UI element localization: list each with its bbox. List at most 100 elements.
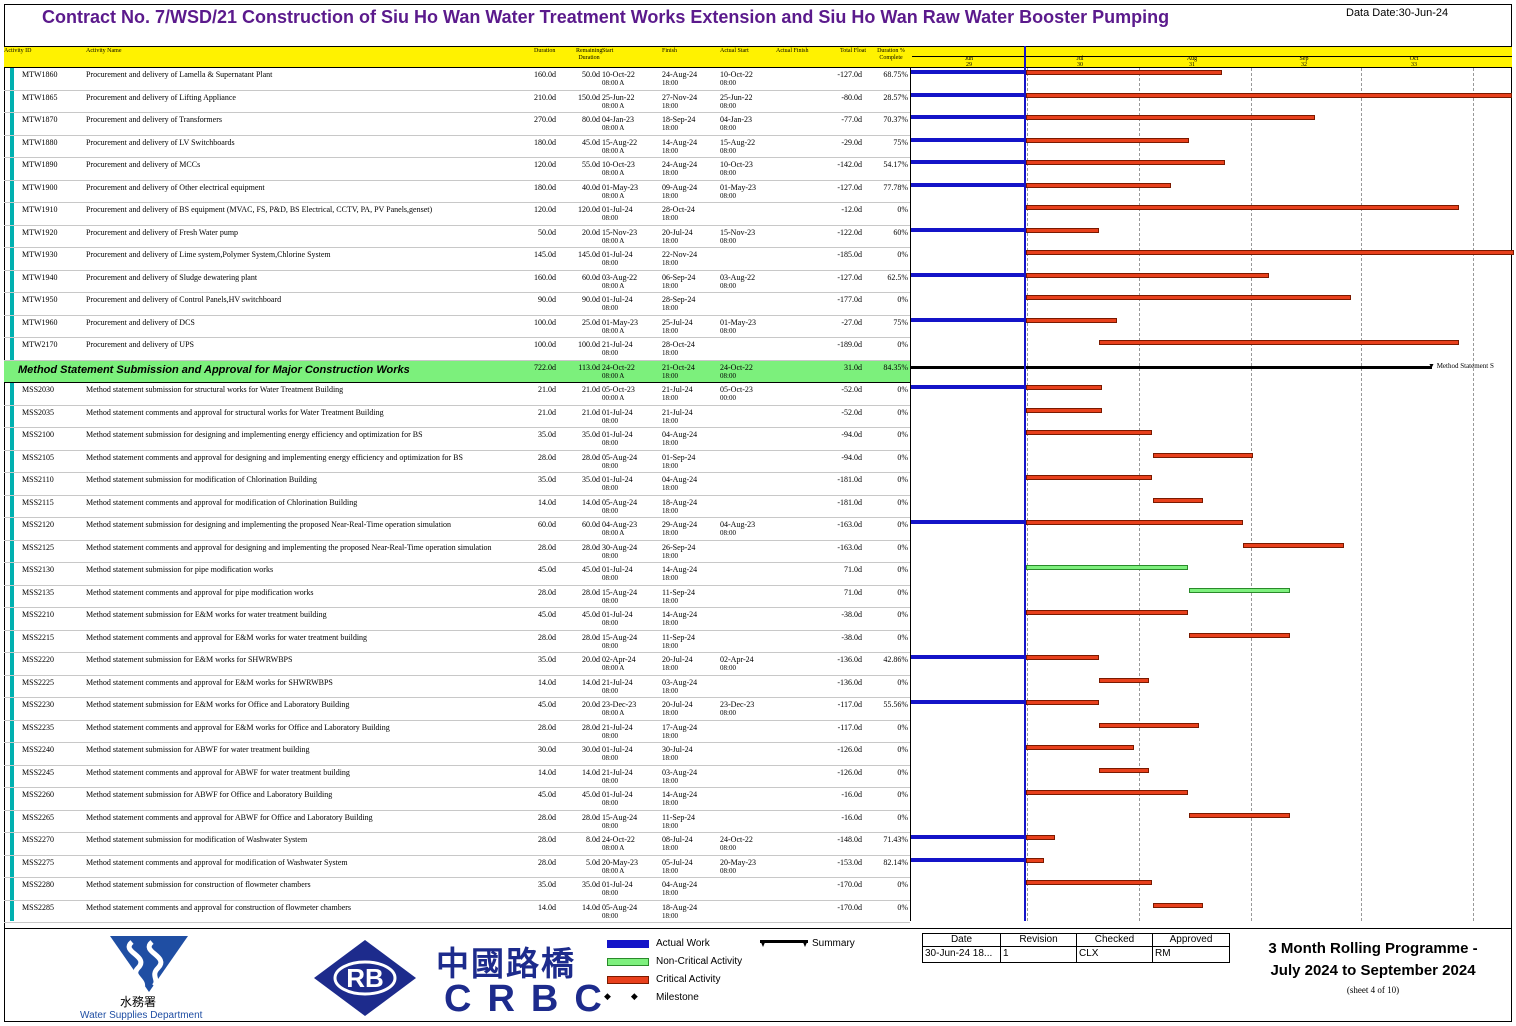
header-actual-start[interactable]: Actual Start <box>720 48 749 54</box>
table-row[interactable]: MSS2115 Method statement comments and app… <box>4 496 910 518</box>
table-row[interactable]: MSS2230 Method statement submission for E… <box>4 698 910 721</box>
gantt-critical-bar[interactable] <box>1026 250 1514 255</box>
gantt-critical-bar[interactable] <box>1026 520 1244 525</box>
table-row[interactable]: MSS2035 Method statement comments and app… <box>4 406 910 428</box>
table-row[interactable]: MSS2260 Method statement submission for A… <box>4 788 910 811</box>
gantt-actual-bar[interactable] <box>911 115 1025 119</box>
gantt-critical-bar[interactable] <box>1098 677 1149 683</box>
table-row[interactable]: MSS2130 Method statement submission for p… <box>4 563 910 586</box>
gantt-actual-bar[interactable] <box>911 857 1025 862</box>
gantt-critical-bar[interactable] <box>1152 452 1254 458</box>
table-row[interactable]: MTW1960 Procurement and delivery of DCS 10… <box>4 316 910 338</box>
header-activity-id[interactable]: Activity ID <box>4 48 32 54</box>
gantt-critical-bar[interactable] <box>1026 475 1153 480</box>
header-remaining[interactable]: Remaining Duration <box>576 48 603 61</box>
gantt-actual-bar[interactable] <box>911 70 1025 74</box>
gantt-actual-bar[interactable] <box>911 182 1025 187</box>
table-row[interactable]: MTW1900 Procurement and delivery of Other… <box>4 181 910 203</box>
gantt-critical-bar[interactable] <box>1152 497 1203 503</box>
header-finish[interactable]: Finish <box>662 48 678 54</box>
gantt-actual-bar[interactable] <box>911 385 1025 389</box>
header-actual-finish[interactable]: Actual Finish <box>776 48 809 54</box>
gantt-actual-bar[interactable] <box>911 92 1025 97</box>
gantt-critical-bar[interactable] <box>1026 407 1102 413</box>
table-row[interactable]: MSS2220 Method statement submission for E… <box>4 653 910 676</box>
table-row[interactable]: MSS2270 Method statement submission for m… <box>4 833 910 856</box>
table-row[interactable]: MSS2280 Method statement submission for c… <box>4 878 910 901</box>
table-row[interactable]: MSS2215 Method statement comments and app… <box>4 631 910 653</box>
gantt-actual-bar[interactable] <box>911 227 1025 232</box>
gantt-critical-bar[interactable] <box>1026 70 1223 75</box>
gantt-critical-bar[interactable] <box>1098 722 1200 728</box>
gantt-critical-bar[interactable] <box>1026 745 1135 750</box>
table-row[interactable]: MSS2110 Method statement submission for m… <box>4 473 910 496</box>
gantt-critical-bar[interactable] <box>1026 655 1099 660</box>
gantt-critical-bar[interactable] <box>1152 902 1203 908</box>
table-row[interactable]: MSS2030 Method statement submission for s… <box>4 383 910 406</box>
gantt-noncritical-bar[interactable] <box>1026 565 1189 570</box>
header-activity-name[interactable]: Activity Name <box>86 48 122 54</box>
header-start[interactable]: Start <box>602 48 614 54</box>
table-row[interactable]: MSS2105 Method statement comments and app… <box>4 451 910 473</box>
gantt-critical-bar[interactable] <box>1098 340 1460 345</box>
table-row[interactable]: MSS2235 Method statement comments and app… <box>4 721 910 743</box>
gantt-critical-bar[interactable] <box>1026 205 1460 210</box>
gantt-critical-bar[interactable] <box>1026 790 1189 795</box>
table-row[interactable]: MSS2240 Method statement submission for A… <box>4 743 910 766</box>
gantt-actual-bar[interactable] <box>911 835 1025 839</box>
gantt-critical-bar[interactable] <box>1188 632 1290 638</box>
gantt-actual-bar[interactable] <box>911 317 1025 322</box>
table-row[interactable]: MTW1920 Procurement and delivery of Fresh… <box>4 226 910 248</box>
gantt-critical-bar[interactable] <box>1026 137 1189 143</box>
table-row[interactable]: MTW1880 Procurement and delivery of LV Sw… <box>4 136 910 158</box>
table-row[interactable]: MTW1860 Procurement and delivery of Lamel… <box>4 68 910 91</box>
gantt-critical-bar[interactable] <box>1026 430 1153 435</box>
gantt-critical-bar[interactable] <box>1026 700 1099 705</box>
gantt-actual-bar[interactable] <box>911 137 1025 142</box>
header-total-float[interactable]: Total Float <box>840 48 867 54</box>
summary-row[interactable]: Method Statement Submission and Approval… <box>4 360 910 383</box>
gantt-actual-bar[interactable] <box>911 700 1025 704</box>
table-row[interactable]: MTW1910 Procurement and delivery of BS eq… <box>4 203 910 226</box>
gantt-critical-bar[interactable] <box>1026 880 1153 885</box>
table-row[interactable]: MTW1940 Procurement and delivery of Sludg… <box>4 271 910 293</box>
gantt-critical-bar[interactable] <box>1026 92 1512 98</box>
table-row[interactable]: MSS2100 Method statement submission for d… <box>4 428 910 451</box>
gantt-critical-bar[interactable] <box>1026 227 1099 233</box>
table-row[interactable]: MSS2275 Method statement comments and app… <box>4 856 910 878</box>
gantt-critical-bar[interactable] <box>1098 767 1149 773</box>
table-row[interactable]: MTW1890 Procurement and delivery of MCCs 1… <box>4 158 910 181</box>
gantt-actual-bar[interactable] <box>911 272 1025 277</box>
gantt-critical-bar[interactable] <box>1188 812 1290 818</box>
table-row[interactable]: MSS2245 Method statement comments and app… <box>4 766 910 788</box>
gantt-critical-bar[interactable] <box>1026 272 1270 278</box>
table-row[interactable]: MSS2135 Method statement comments and app… <box>4 586 910 608</box>
gantt-critical-bar[interactable] <box>1026 385 1103 390</box>
table-row[interactable]: MTW2170 Procurement and delivery of UPS 10… <box>4 338 910 361</box>
table-row[interactable]: MSS2225 Method statement comments and app… <box>4 676 910 698</box>
table-row[interactable]: MTW1870 Procurement and delivery of Trans… <box>4 113 910 136</box>
gantt-actual-bar[interactable] <box>911 655 1025 659</box>
header-duration[interactable]: Duration <box>534 48 556 54</box>
header-pct-complete[interactable]: Duration % Complete <box>877 48 905 61</box>
gantt-critical-bar[interactable] <box>1243 542 1344 548</box>
gantt-critical-bar[interactable] <box>1026 160 1226 165</box>
gantt-critical-bar[interactable] <box>1026 115 1316 120</box>
gantt-critical-bar[interactable] <box>1026 317 1117 323</box>
gantt-critical-bar[interactable] <box>1026 835 1056 840</box>
table-row[interactable]: MTW1950 Procurement and delivery of Contr… <box>4 293 910 316</box>
table-row[interactable]: MSS2265 Method statement comments and app… <box>4 811 910 833</box>
gantt-critical-bar[interactable] <box>1026 857 1045 863</box>
gantt-critical-bar[interactable] <box>1026 182 1171 188</box>
table-row[interactable]: MSS2210 Method statement submission for E… <box>4 608 910 631</box>
gantt-actual-bar[interactable] <box>911 160 1025 164</box>
gantt-critical-bar[interactable] <box>1026 295 1351 300</box>
table-row[interactable]: MSS2120 Method statement submission for d… <box>4 518 910 541</box>
table-row[interactable]: MSS2285 Method statement comments and app… <box>4 901 910 923</box>
table-row[interactable]: MTW1865 Procurement and delivery of Lifti… <box>4 91 910 113</box>
gantt-actual-bar[interactable] <box>911 520 1025 524</box>
gantt-summary-bar[interactable] <box>911 365 1433 369</box>
table-row[interactable]: MTW1930 Procurement and delivery of Lime … <box>4 248 910 271</box>
table-row[interactable]: MSS2125 Method statement comments and app… <box>4 541 910 563</box>
gantt-critical-bar[interactable] <box>1026 610 1189 615</box>
